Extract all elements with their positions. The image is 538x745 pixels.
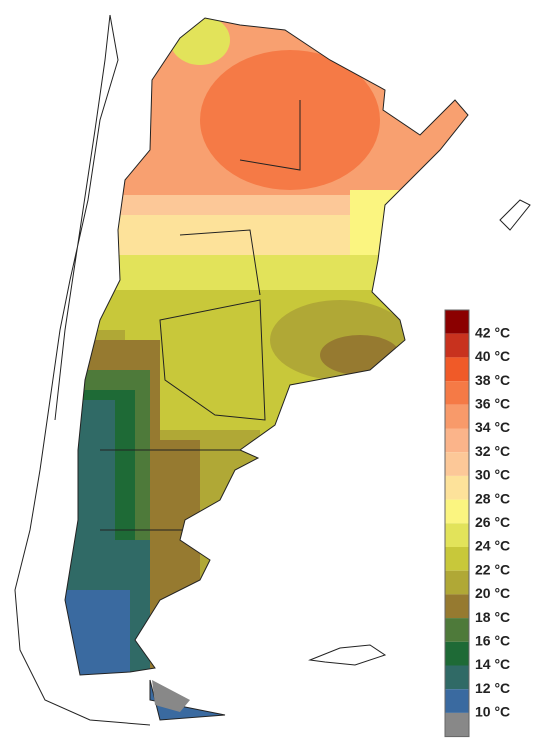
legend-label: 16 °C [475, 633, 510, 649]
tierra-del-fuego [149, 679, 226, 721]
legend-swatch [445, 357, 469, 382]
legend-label: 18 °C [475, 609, 510, 625]
legend-label: 12 °C [475, 680, 510, 696]
legend-label: 14 °C [475, 656, 510, 672]
country-outline [64, 17, 469, 676]
legend-swatch [445, 475, 469, 500]
legend-swatch [445, 570, 469, 595]
tierra-del-fuego-south [152, 680, 190, 712]
legend-swatch [445, 547, 469, 571]
legend-frame [444, 309, 470, 738]
legend-label: 36 °C [475, 396, 510, 412]
legend-label: 40 °C [475, 348, 510, 364]
legend-swatch [445, 310, 469, 334]
legend-swatch [445, 523, 469, 547]
province-borders [100, 100, 301, 531]
islands [308, 199, 531, 666]
legend-swatch [445, 618, 469, 642]
legend-label: 20 °C [475, 585, 510, 601]
legend-swatch [445, 333, 469, 358]
legend-label: 38 °C [475, 372, 510, 388]
legend-label: 24 °C [475, 538, 510, 554]
legend-label: 26 °C [475, 514, 510, 530]
legend-swatch [445, 499, 469, 524]
legend-label: 10 °C [475, 704, 510, 720]
legend-swatch [445, 712, 469, 737]
legend-label: 28 °C [475, 490, 510, 506]
legend-swatch [445, 381, 469, 405]
legend-swatch [445, 594, 469, 619]
legend-label: 42 °C [475, 324, 510, 340]
legend-swatch [445, 428, 469, 453]
legend-label: 22 °C [475, 561, 510, 577]
legend-label: 32 °C [475, 443, 510, 459]
legend-swatch [445, 641, 469, 666]
legend-swatch [445, 452, 469, 476]
legend-swatch [445, 404, 469, 429]
legend-label: 30 °C [475, 467, 510, 483]
chile-outline [14, 14, 151, 726]
legend-label: 34 °C [475, 419, 510, 435]
legend-swatch [445, 689, 469, 713]
legend: 42 °C 40 °C 38 °C 36 °C 34 °C 32 °C 30 °C 28 °C… [444, 309, 510, 738]
legend-swatch [445, 665, 469, 690]
